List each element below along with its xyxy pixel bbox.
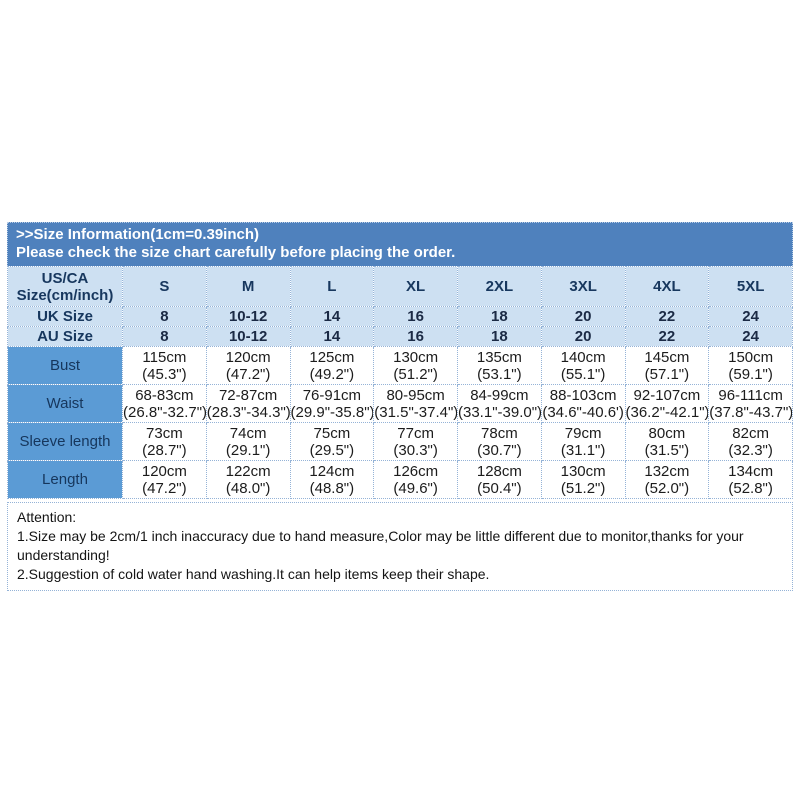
length-value: 124cm (48.8") bbox=[289, 460, 375, 499]
sleeve-length-value: 77cm (30.3") bbox=[373, 422, 458, 461]
size-info-title: >>Size Information(1cm=0.39inch) bbox=[16, 226, 259, 243]
uk-size-value: 8 bbox=[122, 306, 207, 327]
bust-value: 140cm (55.1") bbox=[540, 346, 626, 385]
au-size-value: 8 bbox=[122, 326, 207, 347]
sleeve-length-row-label: Sleeve length bbox=[7, 422, 123, 461]
size-info-subtitle: Please check the size chart carefully be… bbox=[16, 244, 456, 261]
size-chart-table: US/CA Size(cm/inch) S M L XL 2XL 3XL 4XL… bbox=[7, 266, 793, 499]
uk-size-value: 18 bbox=[457, 306, 542, 327]
waist-value: 80-95cm (31.5"-37.4") bbox=[373, 384, 458, 423]
col-header-5xl: 5XL bbox=[708, 266, 793, 307]
length-value: 130cm (51.2") bbox=[540, 460, 626, 499]
col-header-m: M bbox=[205, 266, 291, 307]
waist-row: Waist 68-83cm (26.8"-32.7") 72-87cm (28.… bbox=[7, 384, 793, 423]
au-size-value: 16 bbox=[373, 326, 458, 347]
col-header-xl: XL bbox=[373, 266, 458, 307]
length-value: 134cm (52.8") bbox=[708, 460, 793, 499]
length-value: 132cm (52.0") bbox=[624, 460, 710, 499]
sleeve-length-value: 79cm (31.1") bbox=[540, 422, 626, 461]
waist-value: 88-103cm (34.6"-40.6') bbox=[540, 384, 626, 423]
waist-row-label: Waist bbox=[7, 384, 123, 423]
au-size-value: 10-12 bbox=[205, 326, 291, 347]
waist-value: 68-83cm (26.8"-32.7") bbox=[122, 384, 207, 423]
col-header-4xl: 4XL bbox=[624, 266, 710, 307]
attention-box: Attention: 1.Size may be 2cm/1 inch inac… bbox=[7, 502, 793, 591]
length-value: 126cm (49.6") bbox=[373, 460, 458, 499]
au-size-value: 22 bbox=[624, 326, 710, 347]
uk-size-value: 22 bbox=[624, 306, 710, 327]
waist-value: 92-107cm (36.2"-42.1") bbox=[624, 384, 710, 423]
sleeve-length-value: 74cm (29.1") bbox=[205, 422, 291, 461]
waist-value: 84-99cm (33.1"-39.0") bbox=[457, 384, 542, 423]
bust-value: 130cm (51.2") bbox=[373, 346, 458, 385]
sleeve-length-value: 78cm (30.7") bbox=[457, 422, 542, 461]
sleeve-length-value: 80cm (31.5") bbox=[624, 422, 710, 461]
col-header-2xl: 2XL bbox=[457, 266, 542, 307]
length-value: 128cm (50.4") bbox=[457, 460, 542, 499]
bust-value: 145cm (57.1") bbox=[624, 346, 710, 385]
uk-size-value: 14 bbox=[289, 306, 375, 327]
col-header-l: L bbox=[289, 266, 375, 307]
uk-size-value: 24 bbox=[708, 306, 793, 327]
attention-note-2: 2.Suggestion of cold water hand washing.… bbox=[17, 566, 490, 582]
sleeve-length-value: 82cm (32.3") bbox=[708, 422, 793, 461]
bust-value: 125cm (49.2") bbox=[289, 346, 375, 385]
attention-title: Attention: bbox=[17, 509, 77, 525]
length-value: 122cm (48.0") bbox=[205, 460, 291, 499]
size-info-header-band: >>Size Information(1cm=0.39inch) Please … bbox=[7, 222, 793, 266]
col-header-s: S bbox=[122, 266, 207, 307]
attention-note-1: 1.Size may be 2cm/1 inch inaccuracy due … bbox=[17, 528, 744, 563]
uk-size-value: 20 bbox=[540, 306, 626, 327]
length-row: Length 120cm (47.2") 122cm (48.0") 124cm… bbox=[7, 460, 793, 499]
uk-size-value: 10-12 bbox=[205, 306, 291, 327]
corner-header-cell: US/CA Size(cm/inch) bbox=[7, 266, 123, 307]
sleeve-length-value: 75cm (29.5") bbox=[289, 422, 375, 461]
au-size-value: 18 bbox=[457, 326, 542, 347]
au-size-row-label: AU Size bbox=[7, 326, 123, 347]
bust-value: 115cm (45.3") bbox=[122, 346, 207, 385]
size-header-row: US/CA Size(cm/inch) S M L XL 2XL 3XL 4XL… bbox=[7, 266, 793, 307]
uk-size-row: UK Size 8 10-12 14 16 18 20 22 24 bbox=[7, 306, 793, 327]
waist-value: 96-111cm (37.8"-43.7") bbox=[708, 384, 793, 423]
sleeve-length-value: 73cm (28.7") bbox=[122, 422, 207, 461]
bust-value: 150cm (59.1") bbox=[708, 346, 793, 385]
col-header-3xl: 3XL bbox=[540, 266, 626, 307]
bust-row-label: Bust bbox=[7, 346, 123, 385]
au-size-value: 20 bbox=[540, 326, 626, 347]
bust-value: 135cm (53.1") bbox=[457, 346, 542, 385]
bust-value: 120cm (47.2") bbox=[205, 346, 291, 385]
sleeve-length-row: Sleeve length 73cm (28.7") 74cm (29.1") … bbox=[7, 422, 793, 461]
au-size-value: 24 bbox=[708, 326, 793, 347]
uk-size-value: 16 bbox=[373, 306, 458, 327]
size-info-sheet: >>Size Information(1cm=0.39inch) Please … bbox=[7, 222, 793, 591]
au-size-value: 14 bbox=[289, 326, 375, 347]
length-value: 120cm (47.2") bbox=[122, 460, 207, 499]
bust-row: Bust 115cm (45.3") 120cm (47.2") 125cm (… bbox=[7, 346, 793, 385]
waist-value: 72-87cm (28.3"-34.3") bbox=[205, 384, 291, 423]
uk-size-row-label: UK Size bbox=[7, 306, 123, 327]
length-row-label: Length bbox=[7, 460, 123, 499]
au-size-row: AU Size 8 10-12 14 16 18 20 22 24 bbox=[7, 326, 793, 347]
waist-value: 76-91cm (29.9"-35.8") bbox=[289, 384, 375, 423]
